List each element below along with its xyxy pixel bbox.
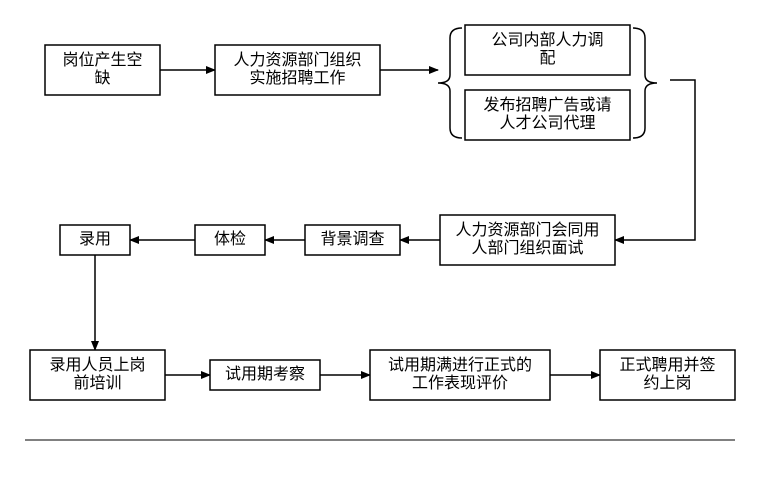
node-n3a-line1: 配 (539, 49, 555, 67)
node-n6-line0: 体检 (214, 230, 246, 248)
node-n11: 正式聘用并签约上岗 (600, 350, 735, 400)
node-n4: 人力资源部门会同用人部门组织面试 (440, 215, 615, 265)
brace-brL (438, 28, 462, 138)
node-n7-line0: 录用 (79, 230, 111, 248)
node-n3b-line1: 人才公司代理 (499, 114, 595, 132)
node-n6: 体检 (195, 225, 265, 255)
node-n7: 录用 (60, 225, 130, 255)
node-n10-line0: 试用期满进行正式的 (388, 356, 532, 374)
node-n11-line0: 正式聘用并签 (619, 356, 715, 374)
brace-brR (633, 28, 657, 138)
node-n3b: 发布招聘广告或请人才公司代理 (465, 90, 630, 140)
node-n1: 岗位产生空缺 (45, 45, 160, 95)
node-n9-line0: 试用期考察 (225, 365, 305, 383)
node-n10-line1: 工作表现评价 (412, 374, 508, 392)
node-n4-line1: 人部门组织面试 (471, 239, 583, 257)
node-n2: 人力资源部门组织实施招聘工作 (215, 45, 380, 95)
node-n9: 试用期考察 (210, 360, 320, 390)
node-n3b-line0: 发布招聘广告或请 (483, 96, 611, 114)
flowchart: 岗位产生空缺人力资源部门组织实施招聘工作公司内部人力调配发布招聘广告或请人才公司… (0, 0, 761, 500)
node-n1-line0: 岗位产生空 (62, 51, 142, 69)
node-n5-line0: 背景调查 (320, 230, 384, 248)
node-n5: 背景调查 (305, 225, 400, 255)
node-n11-line1: 约上岗 (643, 374, 691, 392)
node-n2-line1: 实施招聘工作 (249, 69, 345, 87)
node-n3a-line0: 公司内部人力调 (491, 31, 603, 49)
node-n8-line1: 前培训 (73, 374, 121, 392)
node-n8: 录用人员上岗前培训 (30, 350, 165, 400)
node-n4-line0: 人力资源部门会同用 (455, 221, 599, 239)
node-n1-line1: 缺 (94, 69, 110, 87)
node-n2-line0: 人力资源部门组织 (233, 51, 361, 69)
node-n10: 试用期满进行正式的工作表现评价 (370, 350, 550, 400)
node-n8-line0: 录用人员上岗 (49, 356, 145, 374)
node-n3a: 公司内部人力调配 (465, 25, 630, 75)
